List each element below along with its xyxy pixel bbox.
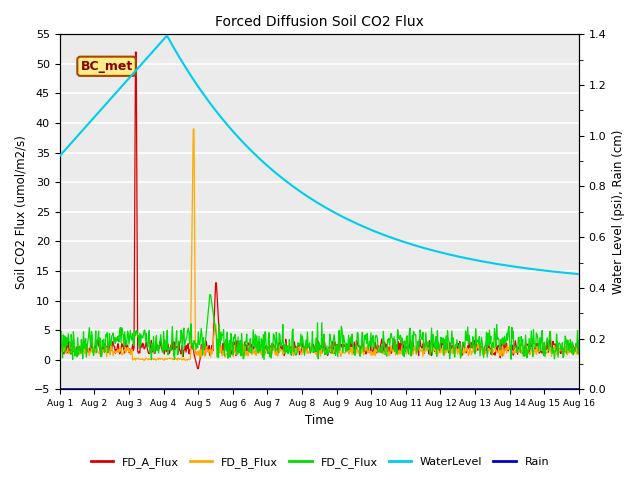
- Y-axis label: Water Level (psi), Rain (cm): Water Level (psi), Rain (cm): [612, 130, 625, 294]
- Title: Forced Diffusion Soil CO2 Flux: Forced Diffusion Soil CO2 Flux: [215, 15, 424, 29]
- Text: BC_met: BC_met: [81, 60, 132, 73]
- X-axis label: Time: Time: [305, 414, 334, 427]
- Y-axis label: Soil CO2 Flux (umol/m2/s): Soil CO2 Flux (umol/m2/s): [15, 135, 28, 289]
- Legend: FD_A_Flux, FD_B_Flux, FD_C_Flux, WaterLevel, Rain: FD_A_Flux, FD_B_Flux, FD_C_Flux, WaterLe…: [86, 452, 554, 472]
